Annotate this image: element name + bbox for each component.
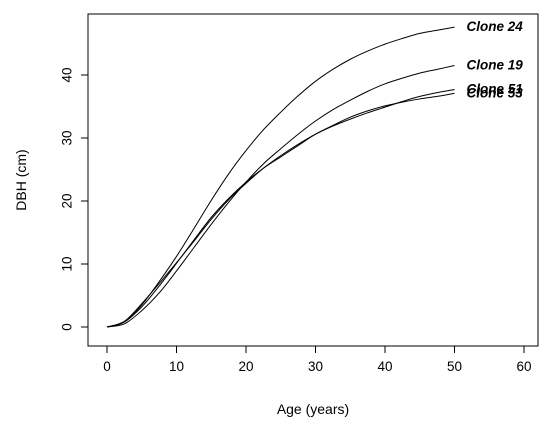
series-line-clone-19 — [106, 65, 455, 328]
x-tick-label: 30 — [308, 359, 323, 374]
x-tick-label: 10 — [169, 359, 184, 374]
y-tick-label: 30 — [60, 130, 75, 145]
y-tick-label: 40 — [60, 67, 75, 82]
series-label-clone-19: Clone 19 — [467, 58, 524, 73]
x-tick-label: 0 — [103, 359, 111, 374]
x-tick-label: 50 — [447, 359, 462, 374]
x-tick-label: 20 — [238, 359, 253, 374]
x-tick-label: 60 — [516, 359, 531, 374]
y-tick-label: 10 — [60, 256, 75, 271]
y-axis-title: DBH (cm) — [13, 149, 29, 210]
series-line-clone-51 — [106, 88, 455, 328]
series-label-clone-24: Clone 24 — [467, 19, 524, 34]
y-tick-label: 0 — [60, 323, 75, 331]
x-axis-title: Age (years) — [277, 401, 349, 417]
x-axis: 0 10 20 30 40 50 60 — [103, 345, 532, 374]
series-label-clone-51: Clone 51 — [467, 81, 523, 96]
series-line-clone-53 — [106, 92, 455, 328]
series-lines — [106, 26, 455, 328]
series-line-clone-24 — [106, 26, 455, 328]
x-tick-label: 40 — [377, 359, 392, 374]
series-label-clone-53: Clone 53 — [467, 85, 524, 100]
y-axis: 0 10 20 30 40 — [60, 67, 89, 331]
y-tick-label: 20 — [60, 193, 75, 208]
